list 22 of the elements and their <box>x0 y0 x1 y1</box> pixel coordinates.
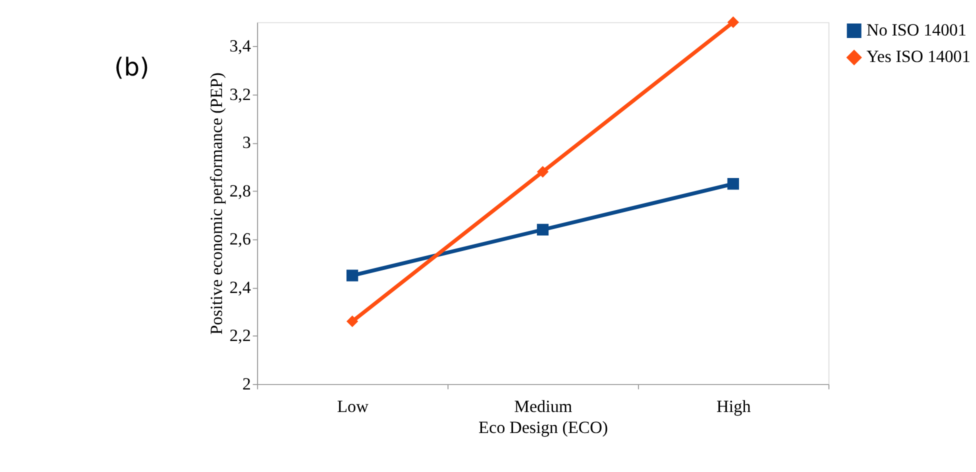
point <box>727 178 740 190</box>
y-tick-label: 3 <box>242 133 251 152</box>
y-tick-label: 2,4 <box>229 278 252 297</box>
y-tick-label: 2,2 <box>229 326 251 346</box>
y-axis-title: Positive economic performance (PEP) <box>206 72 226 335</box>
legend-label: No ISO 14001 <box>866 20 966 40</box>
x-tick-label: Low <box>337 397 370 416</box>
point <box>727 16 740 28</box>
legend-label: Yes ISO 14001 <box>866 47 970 66</box>
y-tick-label: 2 <box>242 374 251 394</box>
y-tick-label: 3,4 <box>229 36 252 56</box>
point <box>346 316 358 328</box>
y-tick-label: 3,2 <box>229 84 251 104</box>
point <box>346 270 358 282</box>
x-tick-label: High <box>716 397 752 416</box>
x-axis-title: Eco Design (ECO) <box>478 418 608 438</box>
text: (b) <box>114 52 150 82</box>
point <box>536 166 549 178</box>
point <box>536 224 549 236</box>
x-tick-label: Medium <box>514 397 573 416</box>
y-tick-label: 2,8 <box>229 181 251 200</box>
y-tick-label: 2,6 <box>229 230 252 249</box>
